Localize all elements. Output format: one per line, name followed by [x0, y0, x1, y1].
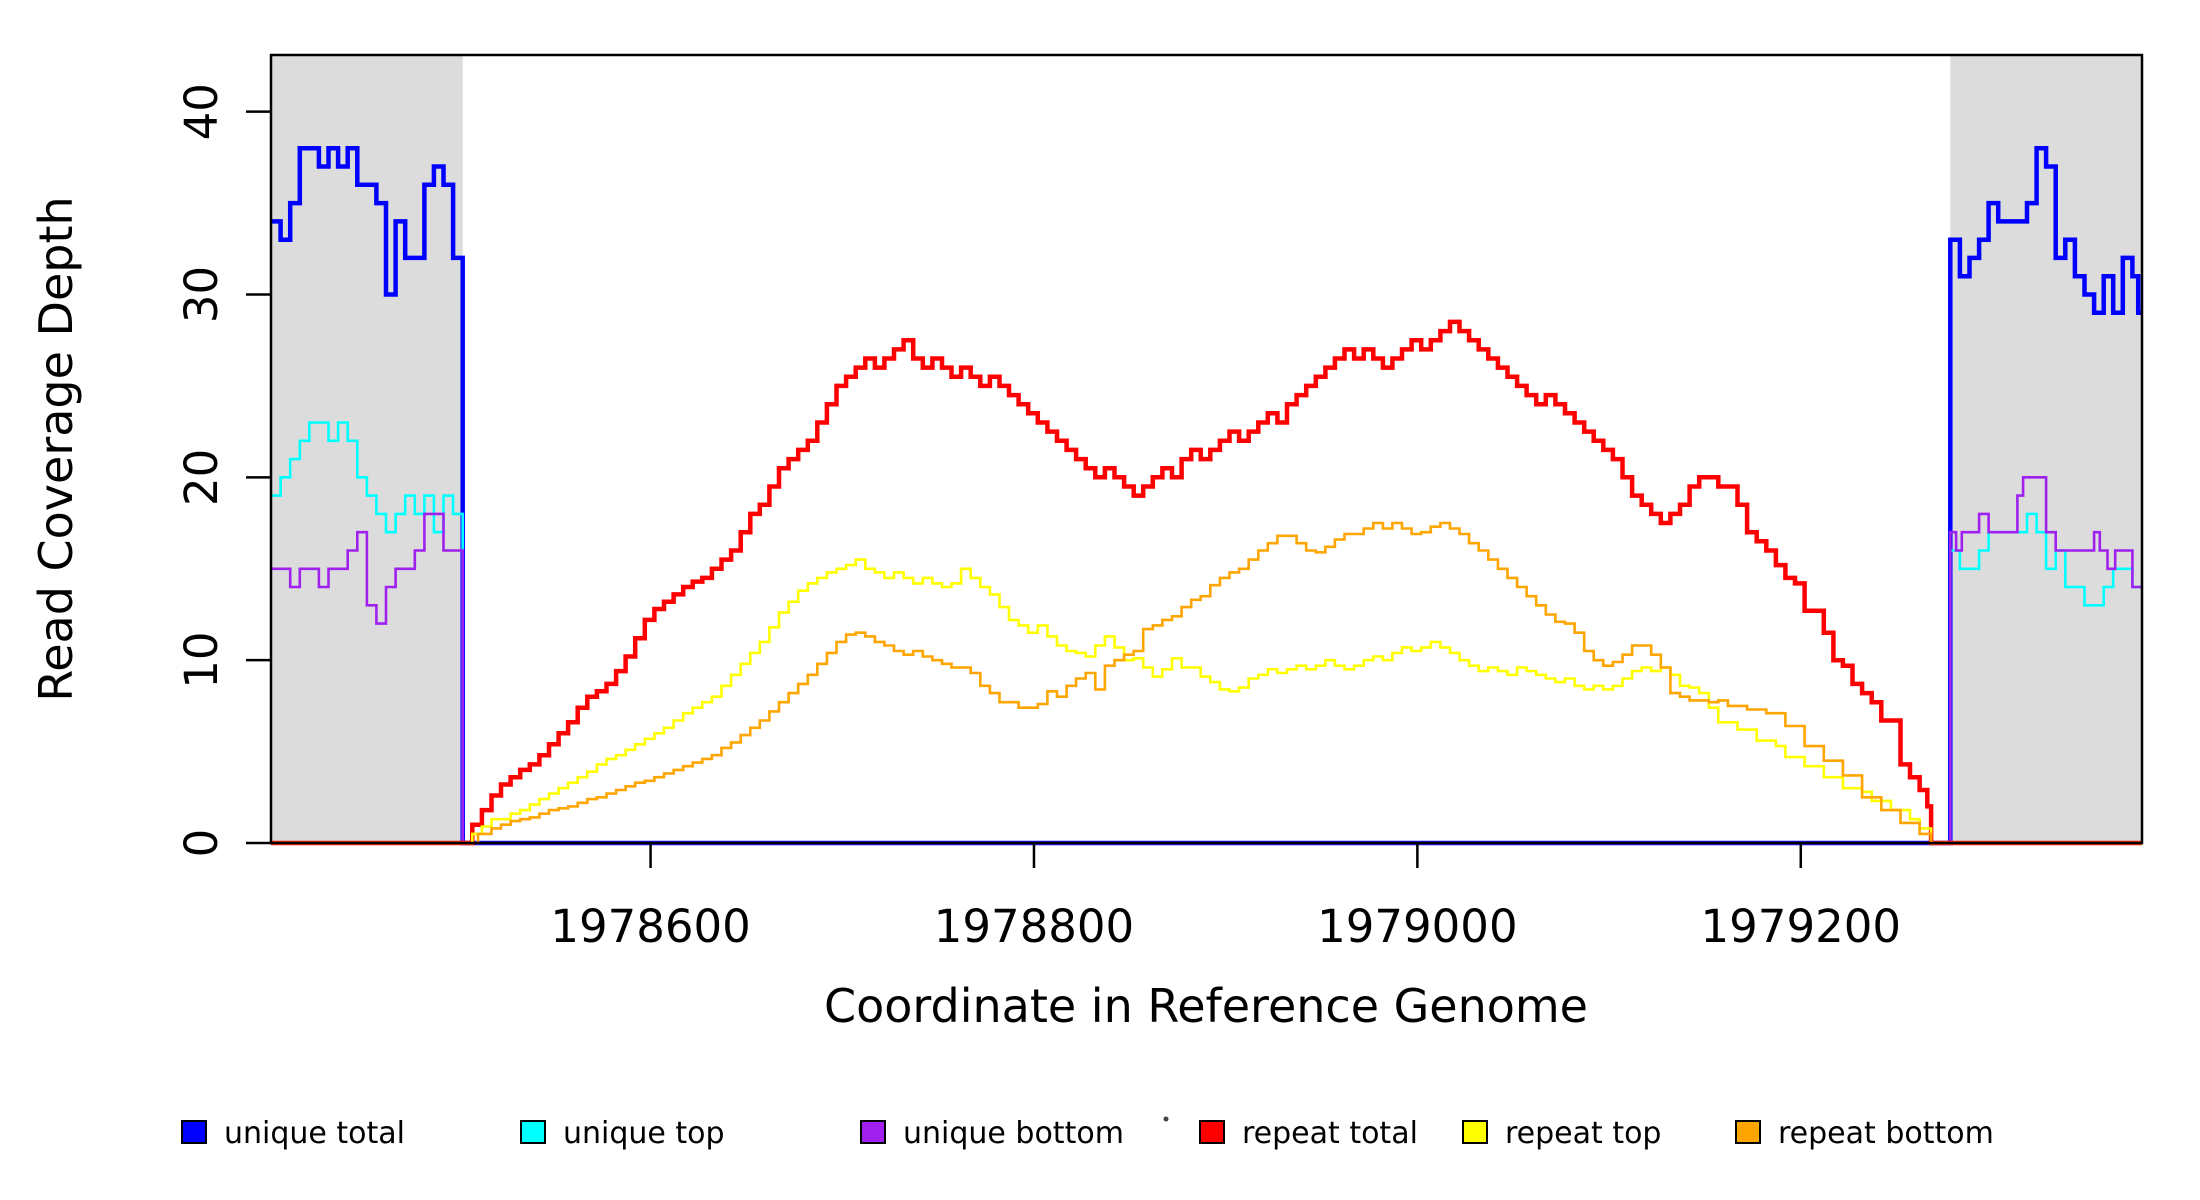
legend-label: repeat total [1242, 1116, 1418, 1151]
legend-item-repeat-total: repeat total [1199, 1116, 1418, 1151]
y-axis-title: Read Coverage Depth [29, 196, 83, 701]
legend-swatch-unique-bottom [860, 1120, 886, 1144]
shaded-region-1 [1950, 55, 2142, 843]
legend-label: unique top [563, 1116, 725, 1151]
coverage-series-lines [271, 145, 2142, 846]
y-tick-label: 10 [175, 632, 228, 689]
x-tick-label: 1979200 [1701, 900, 1901, 953]
legend-swatch-unique-top [520, 1120, 546, 1144]
legend-item-unique-bottom: unique bottom [860, 1116, 1124, 1151]
series-repeat-top [271, 558, 2142, 845]
series-unique-total [271, 145, 2142, 846]
legend-label: repeat bottom [1778, 1116, 1994, 1151]
legend-label: unique total [224, 1116, 405, 1151]
axes-and-ticks: 1978600 1978800 1979000 1979200 0 10 20 30 40 [175, 83, 1901, 953]
y-tick-label: 0 [175, 829, 228, 858]
series-repeat-bottom [271, 521, 2142, 845]
y-tick-label: 20 [175, 449, 228, 506]
x-tick-label: 1978600 [550, 900, 750, 953]
legend-swatch-repeat-bottom [1735, 1120, 1761, 1144]
legend-swatch-repeat-top [1462, 1120, 1488, 1144]
stray-dot [1163, 1116, 1169, 1122]
shaded-repeat-flank-regions [271, 55, 2142, 843]
legend: unique total unique top unique bottom repea… [181, 1116, 1994, 1151]
legend-label: repeat top [1505, 1116, 1661, 1151]
plot-border-box [269, 53, 2144, 845]
x-axis-title: Coordinate in Reference Genome [824, 979, 1588, 1033]
legend-swatch-unique-total [181, 1120, 207, 1144]
legend-item-unique-top: unique top [520, 1116, 725, 1151]
legend-item-repeat-top: repeat top [1462, 1116, 1661, 1151]
x-tick-label: 1979000 [1317, 900, 1517, 953]
legend-item-repeat-bottom: repeat bottom [1735, 1116, 1994, 1151]
y-tick-label: 30 [175, 266, 228, 323]
series-repeat-total [271, 319, 2142, 846]
legend-item-unique-total: unique total [181, 1116, 405, 1151]
y-tick-label: 40 [175, 83, 228, 140]
legend-swatch-repeat-total [1199, 1120, 1225, 1144]
x-tick-label: 1978800 [934, 900, 1134, 953]
legend-label: unique bottom [903, 1116, 1124, 1151]
